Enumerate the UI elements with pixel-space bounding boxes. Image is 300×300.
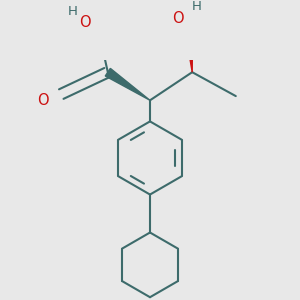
Text: O: O: [37, 93, 49, 108]
Polygon shape: [185, 28, 193, 72]
Polygon shape: [105, 68, 150, 100]
Text: H: H: [68, 5, 78, 18]
Text: O: O: [172, 11, 184, 26]
Text: H: H: [191, 0, 201, 13]
Text: O: O: [80, 16, 91, 31]
